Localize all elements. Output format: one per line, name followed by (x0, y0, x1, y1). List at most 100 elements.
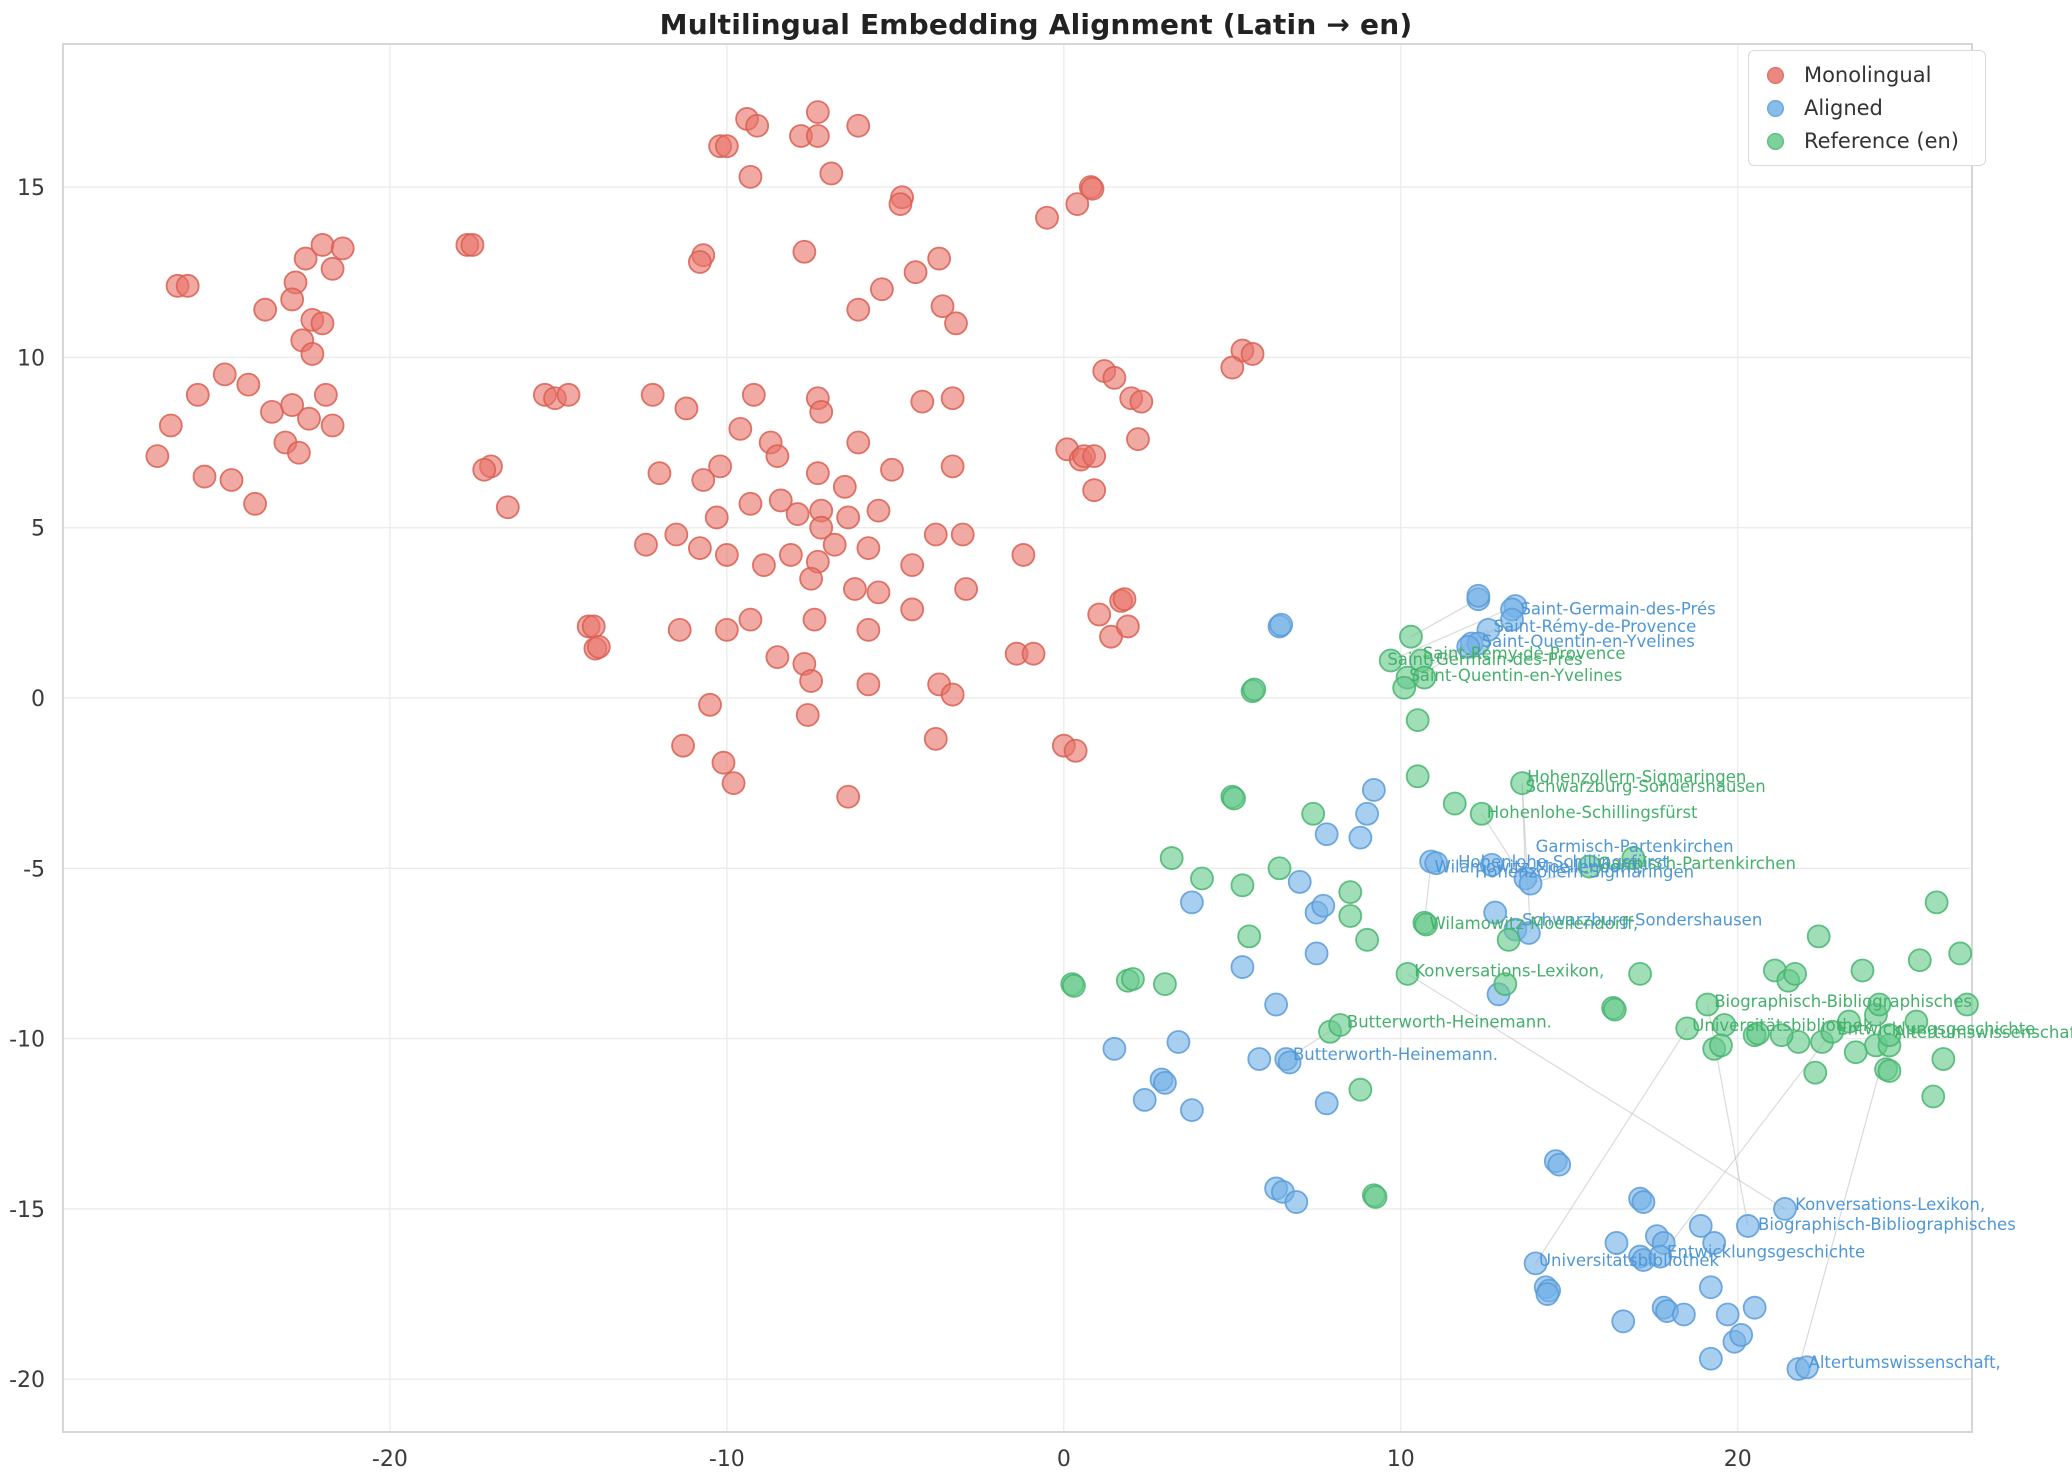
data-point[interactable] (1348, 825, 1373, 850)
data-point[interactable] (687, 536, 712, 561)
data-point[interactable] (714, 543, 739, 567)
data-point[interactable] (1355, 927, 1380, 952)
data-point[interactable] (741, 382, 766, 407)
data-point[interactable] (243, 491, 267, 516)
data-point[interactable] (728, 416, 753, 441)
data-point[interactable] (832, 474, 857, 499)
data-point[interactable] (1424, 851, 1449, 876)
data-point[interactable] (1399, 624, 1423, 649)
data-point[interactable] (300, 342, 325, 366)
data-point[interactable] (1877, 1023, 1902, 1048)
data-point[interactable] (634, 532, 658, 557)
data-point[interactable] (1082, 478, 1107, 503)
data-point[interactable] (1301, 801, 1326, 826)
data-point[interactable] (778, 543, 803, 567)
data-point[interactable] (880, 457, 904, 482)
data-point[interactable] (799, 669, 823, 693)
data-point[interactable] (836, 784, 861, 809)
data-point[interactable] (1159, 846, 1184, 870)
data-point[interactable] (1746, 1021, 1770, 1046)
data-point[interactable] (1412, 665, 1437, 690)
data-point[interactable] (1602, 997, 1627, 1022)
data-point[interactable] (1604, 1231, 1629, 1255)
data-point[interactable] (765, 444, 790, 469)
data-point[interactable] (1547, 1152, 1572, 1177)
data-point[interactable] (1955, 992, 1979, 1017)
data-point[interactable] (950, 522, 975, 547)
data-point[interactable] (297, 406, 321, 431)
data-point[interactable] (1921, 1084, 1946, 1109)
data-point[interactable] (586, 634, 611, 659)
data-point[interactable] (1102, 1036, 1127, 1061)
data-point[interactable] (805, 100, 830, 125)
data-point[interactable] (1742, 1295, 1767, 1320)
data-point[interactable] (1230, 873, 1255, 898)
data-point[interactable] (472, 457, 497, 482)
data-point[interactable] (1466, 583, 1491, 608)
data-point[interactable] (219, 468, 244, 492)
data-point[interactable] (1628, 961, 1652, 986)
data-point[interactable] (923, 522, 948, 547)
data-point[interactable] (158, 413, 183, 438)
data-point[interactable] (640, 382, 665, 407)
data-point[interactable] (667, 617, 692, 642)
data-point[interactable] (1087, 602, 1112, 627)
data-point[interactable] (910, 389, 935, 414)
data-point[interactable] (768, 488, 793, 513)
data-point[interactable] (280, 393, 305, 417)
data-point[interactable] (1129, 389, 1154, 414)
data-point[interactable] (1338, 904, 1363, 928)
data-point[interactable] (846, 430, 871, 455)
data-point[interactable] (1179, 1098, 1204, 1123)
data-point[interactable] (809, 515, 834, 540)
data-point[interactable] (923, 726, 948, 751)
data-point[interactable] (1166, 1030, 1191, 1054)
data-point[interactable] (1867, 992, 1892, 1017)
data-point[interactable] (866, 580, 891, 605)
data-point[interactable] (1843, 1040, 1868, 1065)
data-point[interactable] (1222, 786, 1246, 811)
data-point[interactable] (1715, 1302, 1740, 1327)
data-point[interactable] (1698, 1346, 1723, 1371)
data-point[interactable] (1348, 1077, 1373, 1102)
data-point[interactable] (940, 386, 965, 411)
data-point[interactable] (836, 505, 861, 530)
data-point[interactable] (260, 399, 284, 424)
data-point[interactable] (1907, 948, 1932, 973)
data-point[interactable] (1240, 342, 1265, 366)
data-point[interactable] (711, 750, 736, 775)
data-point[interactable] (1850, 958, 1875, 983)
data-point[interactable] (1794, 1355, 1819, 1380)
data-point[interactable] (1496, 927, 1521, 952)
data-point[interactable] (1510, 771, 1535, 796)
data-point[interactable] (1518, 871, 1543, 896)
data-point[interactable] (1021, 641, 1046, 666)
data-point[interactable] (1287, 870, 1312, 894)
data-point[interactable] (856, 672, 881, 697)
data-point[interactable] (721, 771, 746, 796)
data-point[interactable] (1132, 1088, 1157, 1112)
data-point[interactable] (1102, 365, 1127, 390)
data-point[interactable] (1904, 1009, 1929, 1034)
data-point[interactable] (802, 607, 827, 632)
data-point[interactable] (1806, 924, 1831, 949)
data-point[interactable] (1535, 1282, 1560, 1306)
data-point[interactable] (1773, 1196, 1797, 1221)
data-point[interactable] (1190, 866, 1214, 891)
data-point[interactable] (1115, 614, 1140, 639)
data-point[interactable] (869, 277, 894, 302)
legend-item-2[interactable]: Reference (en) (1766, 129, 1959, 153)
data-point[interactable] (900, 553, 925, 578)
data-point[interactable] (1062, 973, 1086, 998)
data-point[interactable] (704, 505, 729, 530)
data-point[interactable] (752, 553, 776, 578)
data-point[interactable] (310, 311, 335, 336)
data-point[interactable] (280, 287, 305, 312)
data-point[interactable] (856, 536, 881, 561)
data-point[interactable] (954, 577, 979, 601)
data-point[interactable] (1338, 880, 1363, 905)
data-point[interactable] (1395, 961, 1420, 986)
data-point[interactable] (664, 522, 689, 547)
data-point[interactable] (765, 645, 790, 670)
data-point[interactable] (1361, 778, 1386, 802)
